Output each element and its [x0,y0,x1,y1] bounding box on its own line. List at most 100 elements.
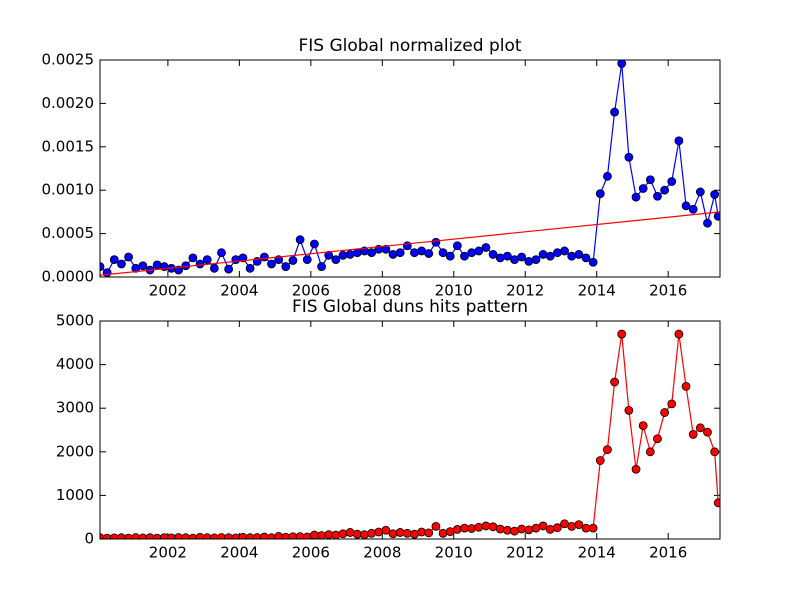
x-tick-label: 2008 [363,282,401,300]
marker [567,251,577,261]
marker [713,498,720,508]
marker [460,251,469,261]
x-tick-label: 2014 [578,282,616,300]
marker [653,191,662,201]
y-tick-label: 0 [84,530,94,548]
axes-frame [99,320,721,540]
marker [217,248,226,258]
marker [624,152,634,162]
marker [267,533,276,539]
marker [360,530,369,539]
marker [495,524,505,534]
marker [395,248,405,258]
marker [367,248,376,258]
marker [467,248,477,258]
y-tick-label: 2000 [56,442,94,460]
marker [595,456,605,465]
marker [703,427,712,437]
marker [553,248,562,258]
marker [688,429,698,439]
y-tick-label: 0.0025 [42,51,95,69]
x-tick-label: 2006 [292,544,330,562]
x-tick-label: 2010 [435,544,473,562]
marker [695,423,705,433]
marker [381,244,391,254]
marker [681,381,691,391]
marker [174,265,184,275]
marker [531,255,541,265]
marker [259,252,269,262]
marker [388,529,398,539]
marker [367,528,376,538]
marker [331,255,341,265]
marker [245,263,255,273]
y-tick-label: 0.0000 [42,268,95,286]
marker [424,249,434,258]
y-tick-label: 4000 [56,355,94,373]
x-tick-label: 2014 [578,544,616,562]
marker [452,525,462,534]
marker [388,250,398,259]
marker [610,107,619,117]
marker [481,243,491,252]
marker [588,523,598,533]
marker [517,252,527,262]
marker [560,246,569,256]
y-tick-label: 0.0010 [42,181,95,199]
marker [431,237,441,247]
y-tick-label: 1000 [56,486,94,504]
x-tick-label: 2002 [149,544,187,562]
marker [524,256,534,266]
x-tick-label: 2016 [649,544,687,562]
marker [338,250,348,260]
marker [117,259,126,269]
marker [710,447,720,457]
marker [331,530,341,539]
marker [553,523,562,533]
marker [667,399,677,409]
marker [674,329,684,339]
marker [209,263,219,273]
marker [713,211,720,221]
x-tick-label: 2010 [435,282,473,300]
marker [603,445,612,455]
y-tick-label: 3000 [56,399,94,417]
marker [695,187,705,197]
marker [188,253,198,263]
marker [617,60,627,68]
marker [660,185,670,195]
marker [288,256,298,265]
marker [674,136,684,146]
marker [610,377,619,387]
marker [631,464,641,474]
marker [231,255,241,265]
marker [317,262,326,271]
marker [645,447,655,457]
marker [467,524,477,533]
marker [703,218,712,228]
marker [660,408,670,417]
marker [374,527,384,537]
marker [538,521,548,531]
marker [338,529,348,539]
marker [310,239,319,249]
marker [438,248,448,258]
marker [102,268,112,277]
marker [302,532,312,539]
x-tick-label: 2016 [649,282,687,300]
marker [588,257,598,267]
marker [302,255,312,265]
chart-title: FIS Global duns hits pattern [292,297,528,317]
axes-frame [99,59,721,278]
marker [295,235,305,245]
marker [502,251,512,261]
marker [424,528,434,538]
marker [224,264,234,274]
series-line [100,333,719,539]
marker [624,405,634,415]
y-tick-label: 0.0015 [42,137,95,155]
marker [410,248,419,258]
chart-title: FIS Global normalized plot [298,36,521,56]
marker [445,251,455,261]
